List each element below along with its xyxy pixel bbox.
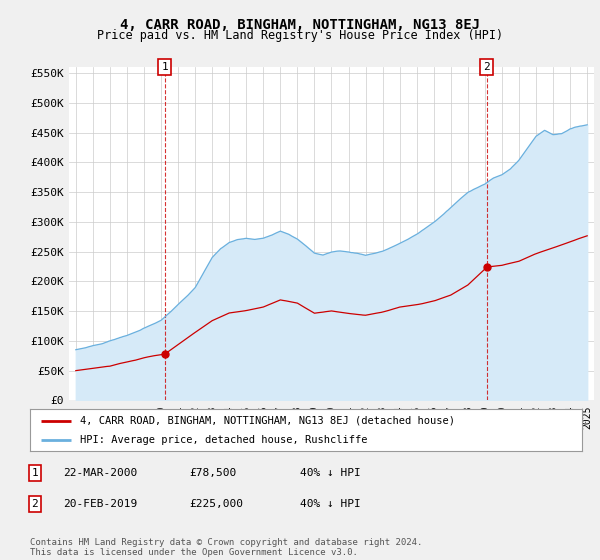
Text: 2: 2: [484, 62, 490, 72]
Text: £78,500: £78,500: [189, 468, 236, 478]
Text: 40% ↓ HPI: 40% ↓ HPI: [300, 499, 361, 509]
Text: 1: 1: [161, 62, 168, 72]
Text: 1: 1: [31, 468, 38, 478]
Text: 22-MAR-2000: 22-MAR-2000: [63, 468, 137, 478]
Text: Price paid vs. HM Land Registry's House Price Index (HPI): Price paid vs. HM Land Registry's House …: [97, 29, 503, 42]
Text: 20-FEB-2019: 20-FEB-2019: [63, 499, 137, 509]
Text: £225,000: £225,000: [189, 499, 243, 509]
Text: 4, CARR ROAD, BINGHAM, NOTTINGHAM, NG13 8EJ (detached house): 4, CARR ROAD, BINGHAM, NOTTINGHAM, NG13 …: [80, 416, 455, 426]
Text: 4, CARR ROAD, BINGHAM, NOTTINGHAM, NG13 8EJ: 4, CARR ROAD, BINGHAM, NOTTINGHAM, NG13 …: [120, 18, 480, 32]
Text: 2: 2: [31, 499, 38, 509]
Text: HPI: Average price, detached house, Rushcliffe: HPI: Average price, detached house, Rush…: [80, 435, 367, 445]
Text: Contains HM Land Registry data © Crown copyright and database right 2024.
This d: Contains HM Land Registry data © Crown c…: [30, 538, 422, 557]
Text: 40% ↓ HPI: 40% ↓ HPI: [300, 468, 361, 478]
